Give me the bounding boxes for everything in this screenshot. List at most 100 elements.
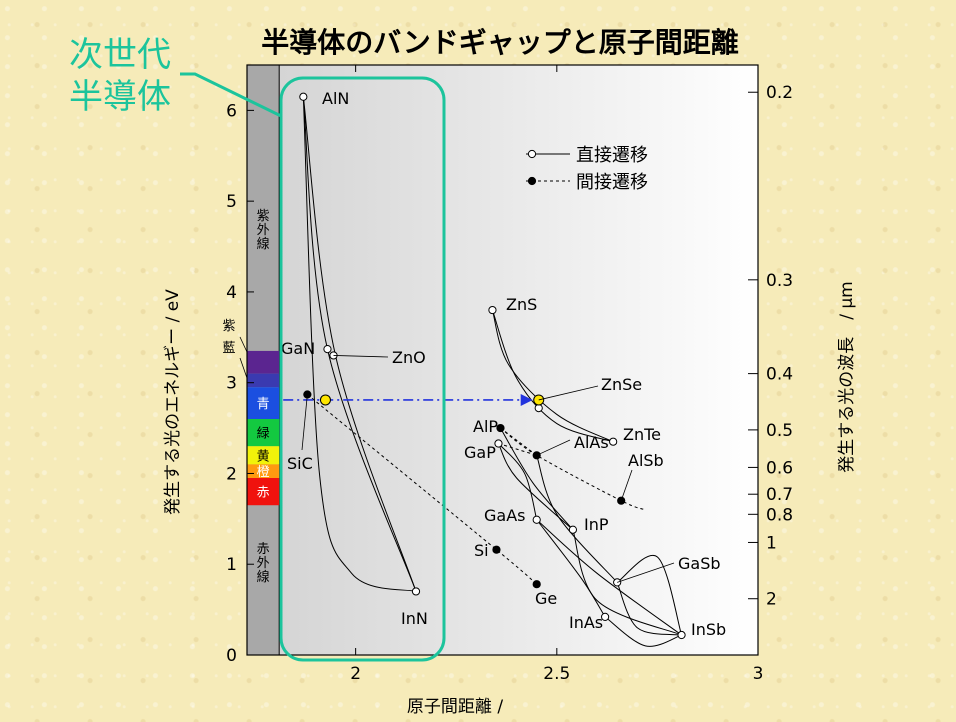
label-gap: GaP [464,443,496,462]
y2-tick-label-3: 0.5 [766,421,793,441]
label-inas: InAs [569,613,603,632]
legend-direct-marker [527,149,537,159]
x-tick-label-2: 3 [753,664,764,684]
spectrum-band-6 [247,478,280,506]
label-alsb: AlSb [628,451,664,470]
label-znte: ZnTe [623,425,661,444]
spectrum-label-3: 緑 [257,427,270,442]
curve-3 [491,309,614,443]
y2-tick-label-5: 0.7 [766,485,793,505]
point-si [492,545,501,554]
spectrum-band-2 [247,387,280,419]
label-insb: InSb [691,620,726,639]
point-inp [568,525,578,534]
spectrum-label-4: 黄 [257,449,270,464]
point-insb [677,630,686,640]
leader-sic [301,394,308,451]
spectrum-label-violet: 紫 [222,319,235,334]
y2-tick-label-8: 2 [766,590,777,610]
x-tick-label-1: 2.5 [543,664,570,684]
point-gan [323,345,332,354]
curve-13 [616,554,683,636]
label-zno: ZnO [392,348,426,367]
spectrum-label-6: 赤 [257,486,270,501]
curve-7 [500,427,574,531]
label-alp: AlP [473,417,498,436]
violet-pointer [239,336,248,353]
label-si: Si [474,541,489,560]
curve-4 [491,309,614,443]
y2-tick-label-7: 1 [766,533,777,553]
point-inas [601,612,610,621]
spectrum-band-3 [247,419,280,447]
y-axis-label: 発生する光のエネルギー / eV [163,289,183,515]
point-ge [532,580,541,589]
label-sic: SiC [287,454,313,473]
spectrum-label-2: 青 [257,397,270,412]
label-ge: Ge [535,589,557,608]
curve-14 [536,455,618,583]
uv-label-char-0: 紫 [257,209,270,224]
spectrum-band-1 [247,373,280,388]
plot-area-background [247,65,758,655]
point-znte [609,437,618,446]
next-gen-highlight-box [279,76,446,662]
label-inn: InN [401,609,428,628]
spectrum-band-0 [247,350,280,374]
plot-frame [246,64,759,656]
highlight-point-0 [319,394,331,406]
ir-label-char-0: 赤 [257,542,270,557]
curve-10 [572,529,682,636]
spectrum-band-4 [247,446,280,465]
y-tick-label-3: 3 [226,374,237,394]
uv-label-char-2: 線 [257,236,270,252]
x-axis-label: 原子間距離 / [407,697,503,717]
y-tick-label-5: 5 [226,192,237,212]
y-tick-label-0: 0 [226,646,237,666]
point-inn [411,587,421,596]
label-alas: AlAs [574,433,609,452]
leader-gasb [617,562,675,583]
label-inp: InP [584,515,609,534]
label-gaas: GaAs [484,506,525,525]
label-aln: AlN [322,89,349,108]
point-znse [534,404,543,413]
curve-15 [307,394,538,585]
leader-zno [333,355,389,358]
curve-12 [616,582,682,636]
ir-label-char-2: 線 [257,569,270,585]
curve-8 [536,519,606,618]
y-tick-label-1: 1 [226,555,237,575]
ir-label-char-1: 外 [257,556,270,571]
curve-9 [536,519,682,636]
y-tick-label-6: 6 [226,101,237,121]
x-tick-label-0: 2 [350,664,361,684]
label-znse: ZnSe [601,375,642,394]
next-gen-label-line-0: 次世代 [69,35,171,75]
label-zns: ZnS [506,295,537,314]
y2-tick-label-1: 0.3 [766,271,793,291]
legend-indirect-label: 間接遷移 [576,172,648,193]
next-gen-label-line-1: 半導体 [69,77,171,117]
leader-znse [538,385,599,401]
point-aln [299,92,308,101]
label-gasb: GaSb [678,554,721,573]
curve-2 [302,96,417,592]
y2-tick-label-0: 0.2 [766,83,793,103]
label-gan: GaN [281,339,315,358]
legend-indirect-marker [527,176,537,186]
curve-16 [500,427,646,511]
y-tick-label-2: 2 [226,464,237,484]
leader-alas [536,439,571,456]
y2-tick-label-4: 0.6 [766,458,793,478]
point-gap [494,439,503,448]
spectrum-label-indigo: 藍 [222,341,235,356]
curve-5 [498,443,538,520]
spectrum-band-5 [247,464,280,478]
point-zns [488,305,497,315]
y2-tick-label-6: 0.8 [766,505,793,525]
blue-arrow-head [520,393,533,406]
leader-alsb [620,469,633,501]
legend-direct-label: 直接遷移 [576,145,648,166]
curve-11 [604,616,682,647]
